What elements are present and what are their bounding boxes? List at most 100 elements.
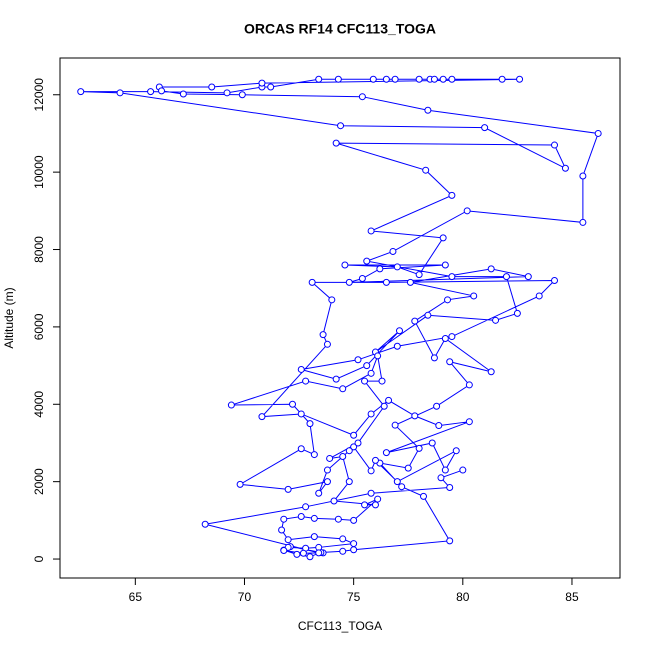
data-point (441, 335, 449, 343)
data-point (361, 501, 369, 509)
data-point (422, 166, 430, 174)
chart-title: ORCAS RF14 CFC113_TOGA (244, 21, 436, 37)
data-point (284, 485, 292, 493)
data-point (328, 296, 336, 304)
data-point (179, 90, 187, 98)
data-point (492, 316, 500, 324)
y-tick-label: 8000 (32, 236, 46, 263)
data-point (446, 358, 454, 366)
data-point (424, 311, 432, 319)
data-point (376, 265, 384, 273)
data-point (350, 546, 358, 554)
data-point (289, 400, 297, 408)
data-point (411, 317, 419, 325)
data-point (306, 420, 314, 428)
data-point (428, 439, 436, 447)
data-point (487, 265, 495, 273)
data-point (439, 234, 447, 242)
data-point (374, 495, 382, 503)
data-point (297, 365, 305, 373)
data-point (382, 449, 390, 457)
data-point (310, 514, 318, 522)
data-point (315, 75, 323, 83)
y-tick-label: 2000 (32, 468, 46, 495)
x-tick-label: 85 (565, 590, 579, 604)
data-point (465, 418, 473, 426)
data-point (332, 375, 340, 383)
data-point (297, 512, 305, 520)
data-point (323, 340, 331, 348)
data-point (315, 489, 323, 497)
data-point (420, 492, 428, 500)
data-point (319, 331, 327, 339)
data-point (435, 422, 443, 430)
data-point (341, 261, 349, 269)
data-point (267, 83, 275, 91)
data-point (411, 412, 419, 420)
data-point (448, 273, 456, 281)
data-point (551, 141, 559, 149)
data-point (406, 278, 414, 286)
data-point (374, 352, 382, 360)
data-point (280, 547, 288, 555)
data-point (223, 89, 231, 97)
data-point (201, 520, 209, 528)
data-point (369, 75, 377, 83)
data-point (465, 381, 473, 389)
data-point (452, 447, 460, 455)
data-point (345, 447, 353, 455)
data-point (367, 369, 375, 377)
data-point (306, 553, 314, 561)
data-point (463, 207, 471, 215)
data-point (393, 478, 401, 486)
data-point (77, 88, 85, 96)
y-tick-label: 6000 (32, 313, 46, 340)
data-point (459, 466, 467, 474)
data-point (158, 87, 166, 95)
data-point (444, 296, 452, 304)
data-point (334, 75, 342, 83)
data-point (315, 549, 323, 557)
data-point (227, 401, 235, 409)
data-point (323, 466, 331, 474)
data-point (367, 489, 375, 497)
data-point (339, 453, 347, 461)
data-point (339, 385, 347, 393)
data-point (487, 368, 495, 376)
data-point (339, 547, 347, 555)
data-point (258, 79, 266, 87)
data-point (398, 483, 406, 491)
data-point (430, 75, 438, 83)
x-tick-label: 80 (456, 590, 470, 604)
data-point (446, 537, 454, 545)
y-axis-label: Altitude (m) (2, 287, 16, 348)
data-point (297, 445, 305, 453)
data-point (367, 467, 375, 475)
data-point (297, 410, 305, 418)
data-point (363, 257, 371, 265)
data-point (424, 106, 432, 114)
data-point (395, 327, 403, 335)
data-point (330, 497, 338, 505)
data-point (470, 292, 478, 300)
data-point (354, 356, 362, 364)
data-point (498, 75, 506, 83)
data-point (310, 533, 318, 541)
data-point (404, 464, 412, 472)
data-point (448, 191, 456, 199)
data-point (302, 503, 310, 511)
data-point (284, 536, 292, 544)
data-point (579, 172, 587, 180)
data-point (502, 273, 510, 281)
data-point (378, 377, 386, 385)
data-point (433, 402, 441, 410)
plot-frame (59, 57, 621, 579)
data-point (293, 550, 301, 558)
data-point (430, 354, 438, 362)
data-point (415, 75, 423, 83)
data-point (367, 227, 375, 235)
data-point (310, 451, 318, 459)
data-point (302, 377, 310, 385)
data-point (334, 515, 342, 523)
